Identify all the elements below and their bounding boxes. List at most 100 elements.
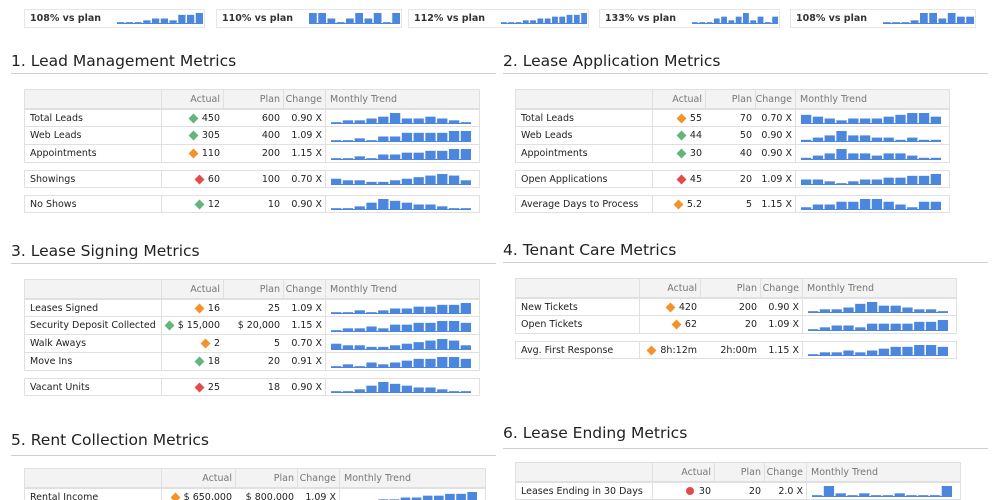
sparkline-bar [878, 323, 890, 331]
table-row[interactable]: Leases Signed 16 25 1.09 X [24, 299, 480, 317]
sparkline-bar [559, 16, 566, 24]
plan-text: 50 [739, 130, 752, 141]
table-row[interactable]: Vacant Units 25 18 0.90 X [24, 378, 480, 396]
sparkline-bar [336, 22, 345, 24]
table-row[interactable]: Rental Income $ 650,000 $ 800,000 1.09 X [24, 488, 486, 500]
actual-text: 55 [689, 112, 702, 124]
sparkline-bar [764, 22, 771, 24]
sparkline-bar [401, 178, 413, 185]
table-row[interactable]: Web Leads 44 50 0.90 X [515, 127, 950, 145]
actual-value: 62 [639, 316, 700, 333]
actual-value: 12 [161, 196, 223, 212]
kpi-card[interactable]: 133% vs plan [599, 9, 780, 28]
sparkline-bar [890, 305, 901, 313]
table-row[interactable]: Total Leads 55 70 0.70 X [515, 109, 950, 127]
sparkline-bar [437, 174, 448, 185]
status-warn-diamond-icon [200, 338, 211, 349]
sparkline-bar [425, 175, 436, 185]
sparkline-bar [728, 20, 735, 24]
header-plan: Plan [223, 90, 283, 108]
sparkline-bar [178, 14, 186, 24]
sparkline-bar [836, 201, 847, 210]
kpi-card[interactable]: 112% vs plan [408, 9, 589, 28]
sparkline-bar [515, 22, 522, 24]
header-actual: Actual [161, 280, 223, 298]
sparkline-bar [160, 18, 168, 24]
kpi-label: 108% vs plan [796, 13, 868, 24]
sparkline-bar [342, 327, 354, 332]
table-row[interactable]: No Shows 12 10 0.90 X [24, 195, 480, 213]
actual-value: 450 [161, 110, 223, 126]
status-bad-dot-icon [685, 487, 694, 495]
kpi-card[interactable]: 108% vs plan [24, 9, 205, 28]
sparkline-bar [859, 493, 870, 497]
sparkline-bar [890, 346, 901, 356]
sparkline-bar [401, 308, 413, 314]
sparkline-bar [918, 139, 930, 142]
kpi-label: 112% vs plan [414, 13, 486, 24]
sparkline-bar [331, 122, 342, 124]
sparkline-bar [460, 208, 471, 210]
sparkline-bar [331, 391, 342, 393]
sparkline-bar [823, 486, 835, 497]
sparkline-bar [425, 340, 436, 350]
table-row[interactable]: Total Leads 450 600 0.90 X [24, 109, 480, 127]
table-row[interactable]: Appointments 110 200 1.15 X [24, 145, 480, 163]
plan-value: 5 [223, 335, 283, 352]
kpi-card[interactable]: 110% vs plan [216, 9, 402, 28]
status-warn-diamond-icon [194, 303, 205, 313]
table-row[interactable]: Showings 60 100 0.70 X [24, 170, 480, 188]
sparkline-bar [871, 118, 883, 124]
table-row[interactable]: Average Days to Process 5.2 5 1.15 X [515, 195, 950, 213]
metric-name: Walk Aways [30, 335, 161, 352]
section-title: 3. Lease Signing Metrics [11, 242, 200, 260]
metric-label: Leases Signed [30, 302, 99, 314]
plan-value: 40 [705, 145, 755, 162]
status-good-diamond-icon [676, 130, 687, 141]
header-actual-label: Actual [667, 282, 697, 294]
sparkline-bar [445, 493, 455, 500]
table-row[interactable]: New Tickets 420 200 0.90 X [515, 298, 957, 316]
table-row[interactable]: Leases Ending in 30 Days 30 20 2.0 X [515, 482, 961, 500]
actual-text: 62 [684, 319, 697, 330]
table-row[interactable]: Avg. First Response 8h:12m 2h:00m 1.15 X [515, 341, 957, 359]
sparkline-bar [902, 346, 913, 356]
header-trend-label: Monthly Trend [330, 283, 398, 295]
sparkline-bar [413, 306, 424, 314]
sparkline-bar [401, 360, 413, 368]
sparkline-bar [831, 325, 842, 331]
metric-name: Vacant Units [30, 379, 161, 395]
sparkline-bar [331, 208, 342, 210]
table-row[interactable]: Open Tickets 62 20 1.09 X [515, 316, 957, 334]
sparkline-bar [743, 13, 749, 24]
table-row[interactable]: Security Deposit Collected $ 15,000 $ 20,0… [24, 317, 480, 335]
plan-text: $ 800,000 [245, 491, 294, 500]
table-row[interactable]: Move Ins 18 20 0.91 X [24, 353, 480, 371]
sparkline-bar [871, 199, 883, 210]
change-text: 1.15 X [768, 344, 799, 356]
sparkline-bar [836, 148, 847, 160]
header-change: Change [760, 279, 802, 297]
change-value: 0.70 X [283, 171, 325, 187]
header-trend-label: Monthly Trend [330, 93, 398, 105]
sparkline-bar [937, 346, 948, 356]
table-row[interactable]: Walk Aways 2 5 0.70 X [24, 335, 480, 353]
sparkline-bar [866, 323, 878, 331]
status-good-diamond-icon [194, 199, 205, 209]
table-row[interactable]: Web Leads 305 400 1.09 X [24, 127, 480, 145]
metric-name: Move Ins [30, 353, 161, 370]
header-change: Change [297, 469, 339, 487]
change-text: 0.70 X [761, 112, 792, 124]
sparkline-bar [401, 202, 413, 210]
kpi-card[interactable]: 108% vs plan [790, 9, 976, 28]
change-value: 1.09 X [755, 171, 795, 187]
change-value: 0.90 X [283, 379, 325, 395]
table-row[interactable]: Open Applications 45 20 1.09 X [515, 170, 950, 188]
plan-text: 2h:00m [720, 344, 757, 356]
sparkline-bar [930, 201, 941, 210]
table-row[interactable]: Appointments 30 40 0.90 X [515, 145, 950, 163]
plan-text: 600 [261, 112, 280, 124]
sparkline-bar [537, 18, 544, 24]
sparkline-bar [448, 120, 460, 124]
sparkline-bar [812, 116, 824, 124]
